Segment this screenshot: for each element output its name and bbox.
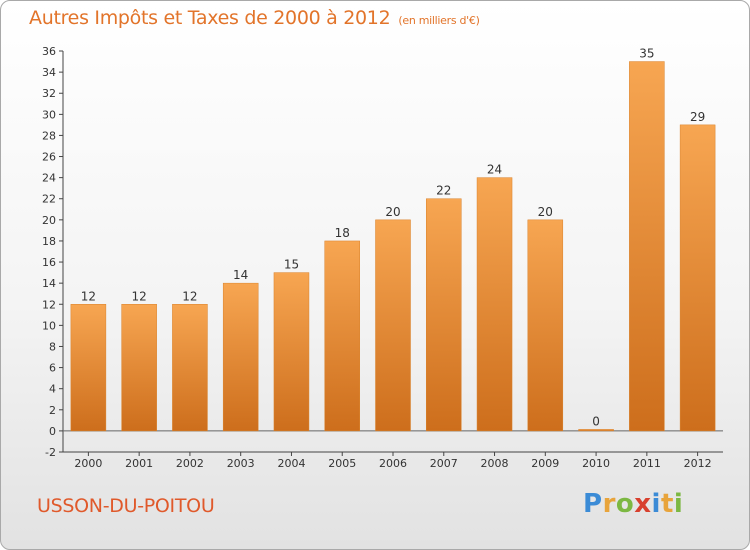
bar [629, 61, 665, 432]
chart-title: Autres Impôts et Taxes de 2000 à 2012 (en… [29, 7, 480, 29]
x-tick-label: 2008 [481, 457, 509, 470]
y-tick-label: 24 [42, 172, 56, 185]
x-tick-label: 2012 [684, 457, 712, 470]
data-label: 0 [592, 414, 600, 428]
y-tick-label: 28 [42, 129, 56, 142]
data-label: 24 [487, 163, 502, 177]
x-tick-label: 2003 [227, 457, 255, 470]
x-tick-label: 2009 [531, 457, 559, 470]
bar [172, 304, 208, 432]
data-label: 29 [690, 110, 705, 124]
y-tick-label: 8 [49, 340, 56, 353]
x-tick-label: 2006 [379, 457, 407, 470]
data-label: 35 [639, 47, 654, 61]
bar [578, 429, 614, 432]
y-tick-label: 14 [42, 277, 56, 290]
y-tick-label: 6 [49, 362, 56, 375]
proxiti-logo: Proxiti [583, 489, 684, 519]
bar [324, 240, 360, 432]
data-label: 12 [182, 289, 197, 303]
x-tick-label: 2005 [328, 457, 356, 470]
bar [222, 282, 259, 432]
bar [527, 219, 564, 432]
data-label: 20 [538, 205, 553, 219]
bar [679, 124, 716, 432]
x-tick-label: 2007 [430, 457, 458, 470]
y-tick-label: 26 [42, 151, 56, 164]
bar [426, 198, 462, 432]
x-tick-label: 2004 [277, 457, 305, 470]
bar [121, 304, 157, 432]
y-tick-label: 12 [42, 298, 56, 311]
data-label: 22 [436, 184, 451, 198]
y-tick-label: -2 [45, 446, 56, 459]
x-tick-label: 2001 [125, 457, 153, 470]
data-label: 14 [233, 268, 248, 282]
y-tick-label: 30 [42, 108, 56, 121]
data-label: 15 [284, 258, 299, 272]
x-tick-label: 2002 [176, 457, 204, 470]
bar [476, 177, 513, 432]
chart-unit: (en milliers d'€) [398, 14, 480, 27]
x-tick-label: 2010 [582, 457, 610, 470]
bar [375, 219, 411, 432]
y-tick-label: 34 [42, 66, 56, 79]
x-tick-label: 2000 [74, 457, 102, 470]
y-tick-label: 10 [42, 319, 56, 332]
y-tick-label: 20 [42, 214, 56, 227]
y-tick-label: 0 [49, 425, 56, 438]
y-tick-label: 36 [42, 45, 56, 58]
y-tick-label: 4 [49, 383, 56, 396]
data-label: 12 [132, 289, 147, 303]
data-label: 20 [385, 205, 400, 219]
data-label: 18 [335, 226, 350, 240]
y-tick-label: 22 [42, 193, 56, 206]
commune-name: USSON-DU-POITOU [37, 495, 215, 517]
bar [70, 304, 107, 432]
x-tick-label: 2011 [633, 457, 661, 470]
chart-title-text: Autres Impôts et Taxes de 2000 à 2012 [29, 7, 391, 29]
data-label: 12 [81, 289, 96, 303]
y-tick-label: 16 [42, 256, 56, 269]
y-tick-label: 18 [42, 235, 56, 248]
y-tick-label: 2 [49, 404, 56, 417]
bar [273, 272, 310, 432]
y-tick-label: 32 [42, 87, 56, 100]
